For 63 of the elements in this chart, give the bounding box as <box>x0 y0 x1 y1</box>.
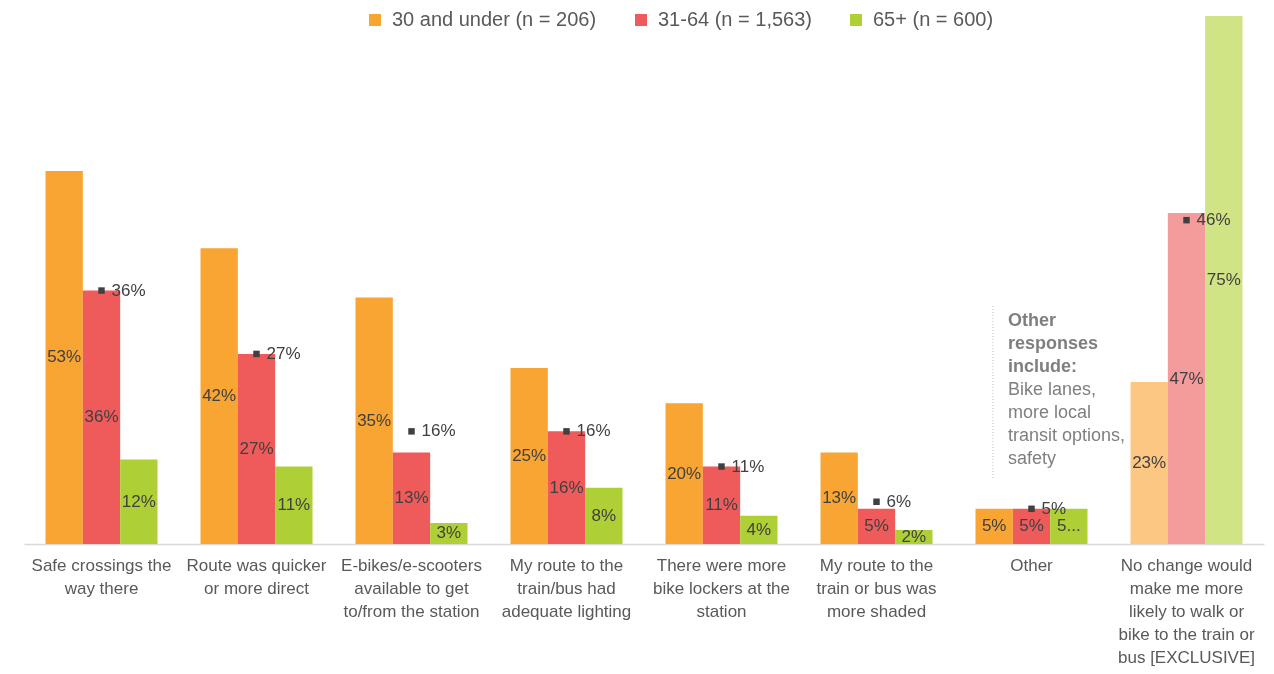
data-label: 6% <box>886 491 912 511</box>
data-label: 3% <box>436 523 462 543</box>
data-label: 27% <box>266 343 301 363</box>
data-label: 36% <box>111 280 146 300</box>
data-label: 47% <box>1169 368 1204 388</box>
bar <box>120 459 158 544</box>
data-label: 36% <box>84 407 119 427</box>
data-label: 11% <box>277 495 311 515</box>
data-label: 4% <box>746 519 772 539</box>
annotation: Bike lanes, more local transit options, safety <box>1007 379 1125 468</box>
data-label: 11% <box>705 495 738 515</box>
data-label: 13% <box>822 488 857 508</box>
data-label: 5% <box>864 516 889 536</box>
point <box>253 350 260 358</box>
data-label: 16% <box>549 477 584 497</box>
point <box>873 498 880 505</box>
data-label: 25% <box>512 446 547 465</box>
legend-label: 65+ (n = 600) <box>873 8 994 30</box>
annotation: Other responses include: <box>1007 310 1098 376</box>
data-label: 42% <box>202 386 237 406</box>
x-tick-label: E-bikes/e-scooters available to get to/from the station <box>341 555 482 621</box>
bar <box>355 297 393 544</box>
data-label: 5% <box>1019 516 1044 536</box>
bar <box>200 248 238 544</box>
point <box>1183 216 1190 224</box>
data-label: 8% <box>591 505 617 525</box>
data-label: 16% <box>421 421 456 441</box>
bar <box>665 403 703 544</box>
legend-label: 30 and under (n = 206) <box>392 8 597 30</box>
x-tick-label: No change would make me more likely to walk or bike to the train or bus [EXCLUSIVE] <box>1117 555 1256 667</box>
bar <box>45 170 83 544</box>
point <box>718 463 725 470</box>
x-tick-label: My route to the train/bus had adequate lighting <box>501 555 632 621</box>
data-label: 2% <box>901 526 927 546</box>
bar <box>275 466 313 544</box>
data-label: 13% <box>394 488 429 508</box>
data-label: 16% <box>576 421 611 441</box>
data-label: 53% <box>47 347 82 367</box>
x-tick-label: Safe crossings the way there <box>31 555 172 598</box>
data-label: 75% <box>1206 270 1241 289</box>
x-tick-label: Other <box>1010 555 1054 575</box>
bar <box>392 452 431 544</box>
point <box>1028 505 1035 513</box>
bar <box>1130 382 1168 544</box>
x-tick-label: There were more bike lockers at the station <box>652 555 791 621</box>
point <box>98 287 105 294</box>
point <box>563 428 570 435</box>
bar <box>585 487 623 544</box>
data-label: 20% <box>667 463 702 483</box>
data-label: 23% <box>1132 453 1167 473</box>
bar <box>820 452 858 544</box>
data-label: 5... <box>1057 516 1081 536</box>
x-tick-label: Route was quicker or more direct <box>186 555 327 598</box>
data-label: 46% <box>1196 210 1231 230</box>
bar <box>510 368 548 544</box>
data-label: 12% <box>121 491 156 511</box>
point <box>408 428 415 435</box>
data-label: 11% <box>731 456 765 476</box>
data-label: 35% <box>357 410 392 430</box>
data-label: 27% <box>239 438 274 458</box>
legend-label: 31-64 (n = 1,563) <box>658 8 812 30</box>
x-tick-label: My route to the train or bus was more shaded <box>816 555 937 621</box>
data-label: 5% <box>981 516 1007 536</box>
